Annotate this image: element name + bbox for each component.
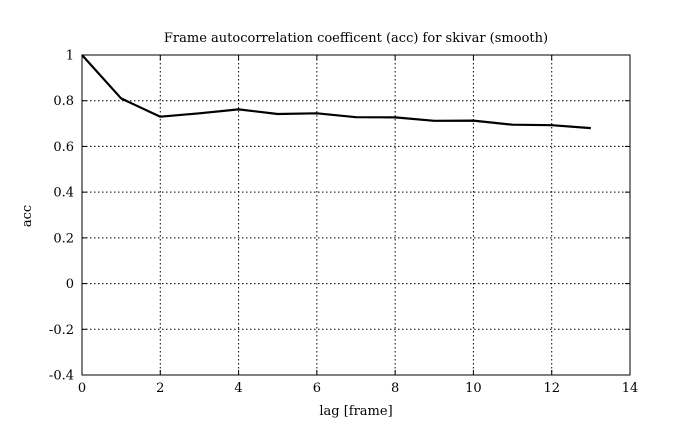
y-axis-label: acc <box>20 205 35 227</box>
axis-ticks <box>81 54 631 376</box>
grid <box>82 55 630 375</box>
x-tick-label: 0 <box>78 381 86 396</box>
x-tick-label: 8 <box>391 381 399 396</box>
x-tick-label: 14 <box>622 381 639 396</box>
x-axis-tick-labels: 0 2 4 6 8 10 12 14 <box>78 381 638 396</box>
x-tick-label: 2 <box>156 381 164 396</box>
y-axis-tick-labels: -0.4 -0.2 0 0.2 0.4 0.6 0.8 1 <box>49 49 74 384</box>
x-tick-label: 12 <box>543 381 560 396</box>
x-tick-label: 4 <box>234 381 242 396</box>
y-tick-label: -0.2 <box>49 323 74 338</box>
y-tick-label: 0 <box>66 277 74 292</box>
x-tick-label: 6 <box>313 381 321 396</box>
y-tick-label: 0.2 <box>53 231 74 246</box>
x-axis-label: lag [frame] <box>319 404 392 419</box>
y-tick-label: -0.4 <box>49 369 74 384</box>
chart-title: Frame autocorrelation coefficent (acc) f… <box>164 31 548 46</box>
y-tick-label: 0.4 <box>53 186 74 201</box>
y-tick-label: 1 <box>66 49 74 64</box>
series-layer <box>81 54 591 130</box>
plot-area-frame <box>81 54 631 376</box>
acc-series-line <box>81 54 591 130</box>
y-tick-label: 0.6 <box>53 140 74 155</box>
x-tick-label: 10 <box>465 381 482 396</box>
y-tick-label: 0.8 <box>53 94 74 109</box>
